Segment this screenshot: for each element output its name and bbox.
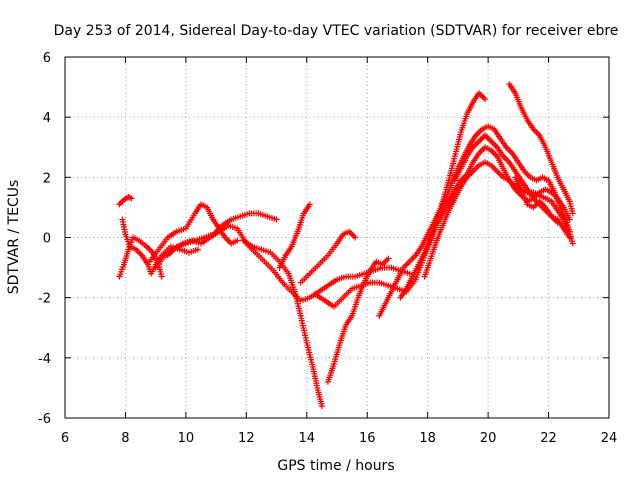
data-point-marker: [352, 234, 359, 241]
series-satellite-track-7: [240, 237, 325, 409]
series-satellite-track-10: [312, 144, 573, 310]
data-point-marker: [569, 210, 576, 217]
x-tick-label: 18: [419, 431, 436, 446]
series-satellite-track-12: [376, 123, 576, 319]
x-tick-label: 20: [480, 431, 497, 446]
series-satellite-track-15: [451, 132, 573, 241]
y-tick-label: 2: [43, 171, 51, 186]
data-point-marker: [306, 201, 313, 208]
y-tick-label: 4: [43, 111, 51, 126]
data-point-marker: [318, 402, 325, 409]
y-tick-label: 0: [43, 232, 51, 247]
y-tick-label: -4: [38, 352, 51, 367]
x-tick-label: 24: [601, 431, 618, 446]
y-tick-label: -2: [38, 292, 51, 307]
series-satellite-track-11: [324, 255, 392, 385]
x-axis-label: GPS time / hours: [277, 458, 394, 474]
data-point-marker: [385, 255, 392, 262]
series-satellite-track-8: [276, 201, 313, 271]
x-tick-label: 6: [61, 431, 69, 446]
data-point-marker: [566, 234, 573, 241]
data-point-marker: [273, 216, 280, 223]
data-points: [116, 81, 576, 409]
series-satellite-track-1: [116, 193, 135, 208]
data-point-marker: [158, 273, 165, 280]
y-tick-label: 6: [43, 51, 51, 66]
x-tick-label: 22: [540, 431, 557, 446]
x-tick-label: 12: [238, 431, 255, 446]
series-satellite-track-13: [397, 90, 489, 301]
series-satellite-track-16: [506, 81, 576, 217]
data-point-marker: [554, 219, 561, 226]
data-point-marker: [566, 216, 573, 223]
grid-lines: [65, 57, 609, 418]
x-tick-label: 8: [121, 431, 129, 446]
series-satellite-track-6: [152, 222, 413, 304]
data-point-marker: [482, 96, 489, 103]
data-point-marker: [234, 237, 241, 244]
data-point-marker: [569, 240, 576, 247]
x-tick-label: 10: [178, 431, 195, 446]
data-point-marker: [128, 195, 135, 202]
series-satellite-track-14: [421, 159, 573, 280]
x-tick-label: 16: [359, 431, 376, 446]
x-tick-label: 14: [299, 431, 316, 446]
y-tick-label: -6: [38, 412, 51, 427]
series-satellite-track-17: [512, 174, 561, 226]
data-point-marker: [194, 246, 201, 253]
series-satellite-track-9: [297, 228, 359, 286]
axis-ticks: [64, 56, 610, 419]
y-axis-label: SDTVAR / TECUs: [6, 180, 22, 295]
data-point-marker: [406, 270, 413, 277]
chart-title: Day 253 of 2014, Sidereal Day-to-day VTE…: [54, 23, 619, 39]
